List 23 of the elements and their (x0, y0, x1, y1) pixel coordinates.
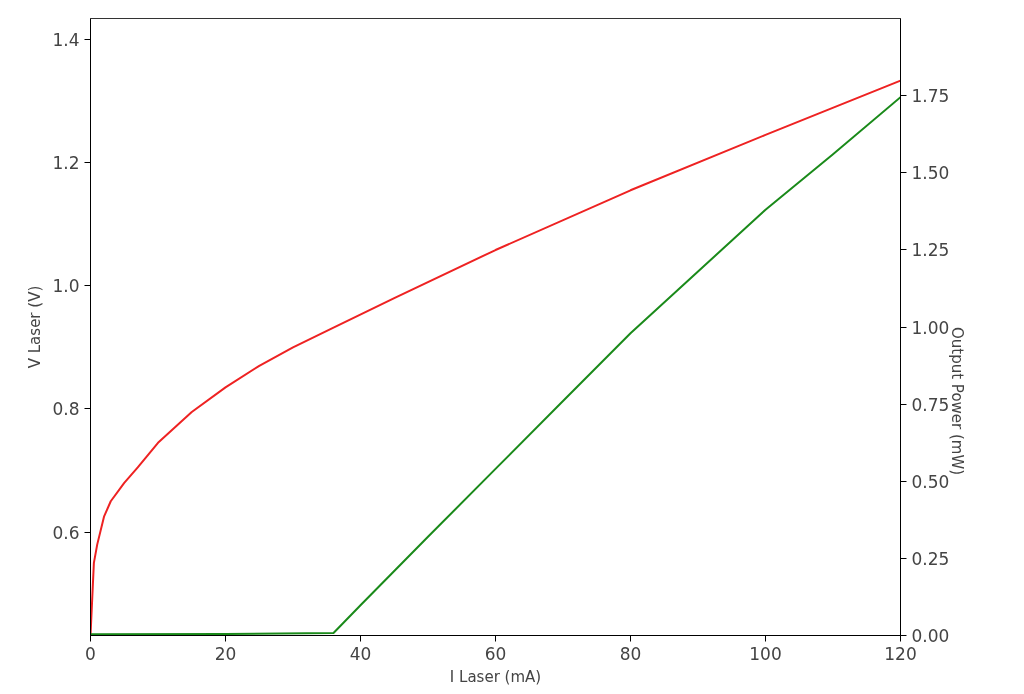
x-axis-title: I Laser (mA) (449, 667, 542, 686)
y2-tick-label: 0.75 (911, 394, 950, 415)
y-tick-label: 1.0 (52, 276, 80, 297)
x-tick-label: 100 (749, 643, 782, 664)
x-tick-label: 120 (884, 643, 917, 664)
x-tick-label: 60 (484, 643, 507, 664)
x-tick-label: 80 (619, 643, 642, 664)
y2-axis-title: Output Power (mW) (948, 327, 967, 476)
y2-tick-label: 1.50 (911, 163, 950, 184)
y2-tick-label: 0.50 (911, 471, 950, 492)
y2-tick-label: 0.25 (911, 548, 950, 569)
y-tick-label: 0.8 (52, 399, 80, 420)
x-tick-label: 0 (85, 643, 96, 664)
x-tick-label: 40 (349, 643, 372, 664)
y-tick-label: 1.4 (52, 29, 80, 50)
y2-tick-label: 1.00 (911, 317, 950, 338)
y2-tick-label: 0.00 (911, 626, 950, 646)
y-tick-label: 1.2 (52, 153, 80, 174)
y2-tick-label: 1.25 (911, 240, 950, 261)
y-axis-title: V Laser (V) (26, 285, 45, 369)
y2-tick-label: 1.75 (911, 86, 950, 107)
y-tick-label: 0.6 (52, 522, 80, 543)
x-tick-label: 20 (214, 643, 237, 664)
